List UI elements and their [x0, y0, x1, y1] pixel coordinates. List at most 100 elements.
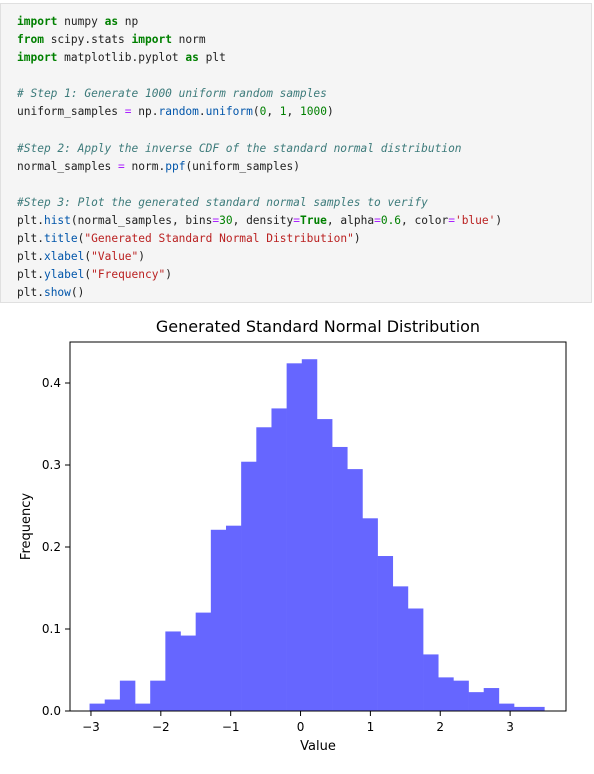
code-token: #Step 3: Plot the generated standard nor… — [17, 195, 428, 209]
x-tick-label: −2 — [152, 720, 170, 734]
code-token: plt. — [17, 214, 44, 228]
histogram-bar — [256, 427, 272, 711]
x-tick-label: 3 — [506, 720, 514, 734]
code-token: #Step 2: Apply the inverse CDF of the st… — [17, 141, 462, 155]
histogram-chart: −3 −2 −1 0 1 2 3 0.0 0.1 0.2 0.3 0.4 Generated Sta… — [19, 317, 567, 754]
y-tick-label: 0.4 — [42, 376, 61, 390]
histogram-bar — [165, 631, 181, 711]
code-token: = — [293, 214, 300, 228]
histogram-bar — [180, 635, 196, 711]
code-token: = — [374, 214, 381, 228]
code-line: plt.show() — [17, 284, 502, 302]
histogram-bar — [453, 680, 469, 711]
code-line: ​ — [17, 176, 502, 194]
code-token: plt. — [17, 250, 44, 264]
code-token: import — [131, 33, 172, 47]
x-tick-label: −1 — [222, 720, 240, 734]
histogram-bar — [271, 408, 287, 711]
histogram-bar — [241, 461, 257, 711]
code-line: plt.title("Generated Standard Normal Dis… — [17, 230, 502, 248]
code-editor[interactable]: import numpy as np from scipy.stats impor… — [17, 13, 502, 303]
code-token: 0.6 — [380, 214, 402, 228]
histogram-bar — [483, 688, 500, 711]
histogram-bar — [119, 680, 136, 711]
histogram-bar — [468, 692, 485, 711]
x-tick-label: −3 — [82, 720, 100, 734]
code-token: , alpha — [326, 214, 375, 228]
histogram-bar — [195, 612, 212, 711]
code-token: ( — [84, 250, 92, 264]
code-token: numpy — [57, 15, 105, 28]
code-line: plt.hist(normal_samples, bins=30, densit… — [17, 212, 502, 230]
code-line: # Step 1: Generate 1000 uniform random s… — [17, 85, 502, 103]
code-token: (uniform_samples) — [185, 159, 300, 173]
code-token: plt. — [17, 286, 44, 300]
code-token: uniform_samples — [17, 105, 125, 119]
code-line: #Step 3: Plot the generated standard nor… — [17, 194, 502, 212]
code-token: ylabel — [43, 268, 85, 282]
histogram-bar — [316, 419, 333, 711]
code-line: plt.xlabel("Value") — [17, 248, 502, 266]
code-token: . — [198, 105, 206, 119]
code-token: = — [124, 105, 132, 119]
histogram-bar — [423, 654, 439, 711]
histogram-bar — [210, 529, 227, 711]
histogram-bar — [301, 359, 318, 711]
code-line: import numpy as np — [17, 13, 502, 31]
code-token: np. — [131, 105, 159, 119]
x-tick-label: 1 — [367, 720, 375, 734]
code-token: np — [118, 15, 139, 28]
code-token: 0 — [259, 105, 267, 119]
code-token: as — [104, 15, 119, 28]
histogram-bar — [89, 703, 106, 711]
code-token: () — [70, 286, 85, 300]
code-token: title — [43, 232, 78, 246]
y-tick-label: 0.1 — [42, 622, 61, 636]
cell-output: −3 −2 −1 0 1 2 3 0.0 0.1 0.2 0.3 0.4 Generated Sta… — [0, 308, 594, 769]
histogram-bars — [89, 359, 545, 711]
code-token: uniform — [205, 105, 253, 119]
code-token: 1000 — [300, 105, 327, 119]
y-axis-ticks: 0.0 0.1 0.2 0.3 0.4 — [42, 376, 70, 718]
code-line: import matplotlib.pyplot as plt — [17, 49, 502, 67]
code-cell[interactable]: import numpy as np from scipy.stats impor… — [0, 3, 592, 303]
code-token: = — [118, 159, 125, 173]
x-axis-ticks: −3 −2 −1 0 1 2 3 — [82, 711, 514, 734]
code-token: random — [158, 105, 199, 119]
code-token: , color — [401, 214, 449, 228]
y-tick-label: 0.0 — [42, 704, 61, 718]
code-token: 1 — [279, 105, 287, 119]
code-token: scipy.stats — [43, 33, 132, 47]
code-token: import — [17, 15, 58, 28]
code-token: 'blue' — [454, 214, 496, 228]
code-token: # Step 1: Generate 1000 uniform random s… — [17, 87, 327, 101]
code-token: = — [448, 214, 455, 228]
y-tick-label: 0.3 — [42, 458, 61, 472]
code-token: show — [43, 286, 71, 300]
code-token: = — [212, 214, 220, 228]
code-line: ​ — [17, 67, 502, 85]
code-token: plt. — [17, 268, 44, 282]
code-token: hist — [43, 214, 71, 228]
code-line: from scipy.stats import norm — [17, 31, 502, 49]
y-tick-label: 0.2 — [42, 540, 61, 554]
y-axis-label: Frequency — [19, 493, 34, 560]
histogram-bar — [514, 706, 530, 711]
code-token: , — [286, 105, 301, 119]
code-line: ​ — [17, 122, 502, 140]
histogram-bar — [332, 446, 348, 711]
histogram-bar — [438, 677, 454, 711]
histogram-bar — [104, 699, 121, 711]
code-token: from — [17, 33, 44, 47]
code-token: xlabel — [43, 250, 85, 264]
code-token: ) — [165, 268, 172, 282]
histogram-bar — [286, 363, 303, 711]
code-token: plt. — [17, 232, 44, 246]
x-tick-label: 2 — [436, 720, 444, 734]
chart-title: Generated Standard Normal Distribution — [156, 317, 480, 336]
code-token: True — [299, 214, 327, 228]
histogram-bar — [377, 556, 394, 711]
code-token: ( — [77, 232, 85, 246]
code-line: #Step 2: Apply the inverse CDF of the st… — [17, 140, 502, 158]
plot-frame — [69, 341, 567, 712]
